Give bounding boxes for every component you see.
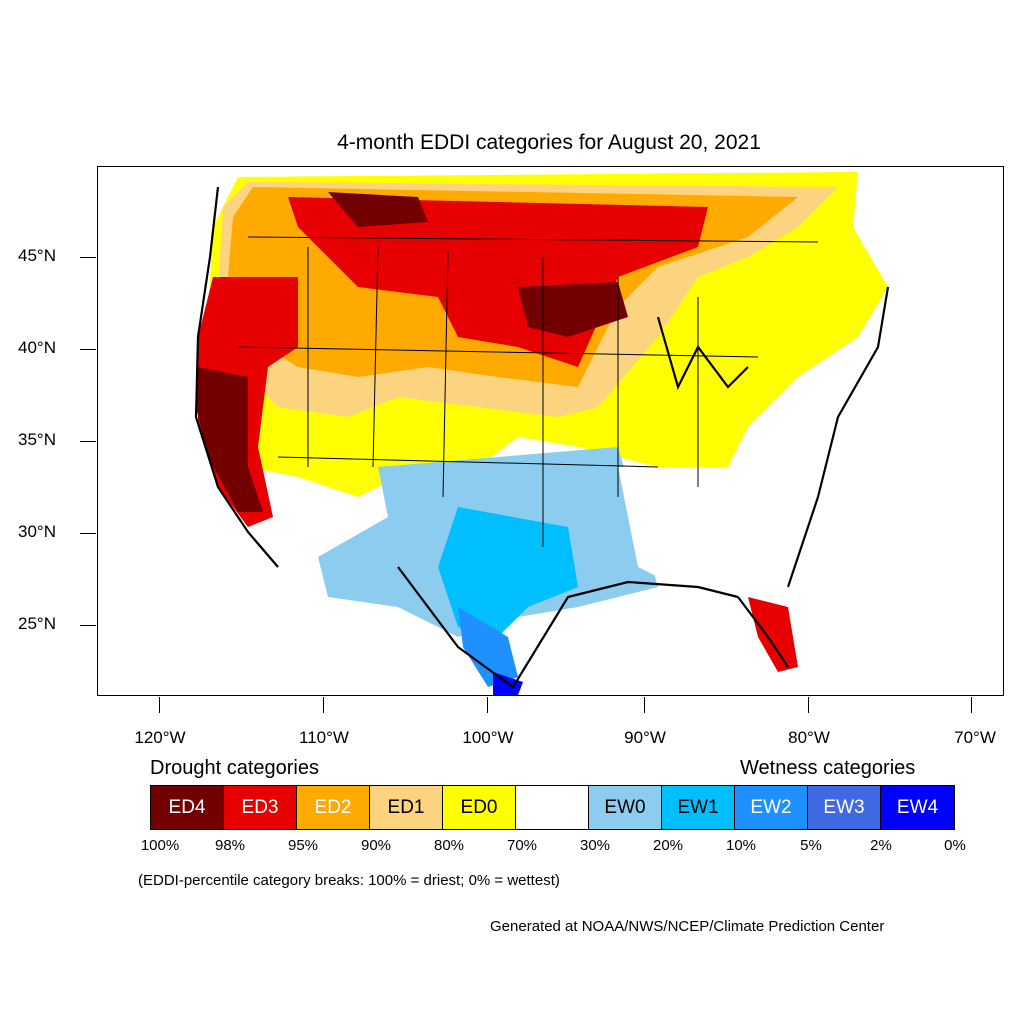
lon-label-100: 100°W <box>462 728 514 747</box>
lat-tick-25 <box>80 625 96 626</box>
legend-swatch-ew1: EW1 <box>662 786 735 829</box>
legend-swatch-ed3: ED3 <box>224 786 297 829</box>
region-ew2 <box>458 607 518 687</box>
category-legend: ED4 ED3 ED2 ED1 ED0 EW0 EW1 EW2 EW3 EW4 <box>150 785 955 830</box>
region-ew1 <box>438 507 578 637</box>
lon-label-90: 90°W <box>624 728 666 747</box>
lon-tick-70 <box>971 697 972 713</box>
lon-tick-110 <box>323 697 324 713</box>
region-normal-southeast <box>618 467 818 597</box>
map-title: 4-month EDDI categories for August 20, 2… <box>337 131 761 154</box>
percentile-break: 2% <box>870 837 892 854</box>
percentile-break: 90% <box>360 837 392 854</box>
lon-tick-120 <box>159 697 160 713</box>
percentile-break: 30% <box>579 837 611 854</box>
eddi-map <box>97 166 1004 696</box>
state-boundaries <box>237 236 819 547</box>
legend-swatch-ew3: EW3 <box>808 786 881 829</box>
legend-swatch-ew2: EW2 <box>735 786 808 829</box>
lat-tick-40 <box>80 349 96 350</box>
legend-swatch-ew0: EW0 <box>589 786 662 829</box>
legend-swatch-ed0: ED0 <box>443 786 516 829</box>
legend-swatch-ed4: ED4 <box>151 786 224 829</box>
lon-label-70: 70°W <box>954 728 996 747</box>
percentile-break: 100% <box>140 837 180 854</box>
lat-label-25: 25°N <box>18 614 56 633</box>
lat-tick-30 <box>80 533 96 534</box>
lon-label-120: 120°W <box>134 728 186 747</box>
region-ed3-north <box>288 197 708 367</box>
lon-tick-80 <box>808 697 809 713</box>
percentile-break: 80% <box>433 837 465 854</box>
lat-tick-45 <box>80 257 96 258</box>
credit-line: Generated at NOAA/NWS/NCEP/Climate Predi… <box>490 918 885 935</box>
lat-tick-35 <box>80 441 96 442</box>
drought-heading: Drought categories <box>150 757 319 779</box>
lon-label-110: 110°W <box>299 728 349 747</box>
percentile-break: 20% <box>652 837 684 854</box>
legend-swatch-normal <box>516 786 589 829</box>
region-ed4-west <box>196 367 263 512</box>
lon-label-80: 80°W <box>788 728 830 747</box>
percentile-break: 10% <box>725 837 757 854</box>
legend-swatch-ew4: EW4 <box>881 786 954 829</box>
lat-label-45: 45°N <box>18 246 56 265</box>
percentile-break: 0% <box>944 837 966 854</box>
legend-swatch-ed1: ED1 <box>370 786 443 829</box>
lat-label-40: 40°N <box>18 338 56 357</box>
region-florida-dry <box>748 597 798 672</box>
coastlines <box>194 186 890 688</box>
lat-label-35: 35°N <box>18 430 56 449</box>
percentile-break: 70% <box>506 837 538 854</box>
percentile-break: 98% <box>214 837 246 854</box>
lon-tick-90 <box>644 697 645 713</box>
percentile-break: 95% <box>287 837 319 854</box>
legend-swatch-ed2: ED2 <box>297 786 370 829</box>
lat-label-30: 30°N <box>18 522 56 541</box>
category-note: (EDDI-percentile category breaks: 100% =… <box>138 872 560 889</box>
lon-tick-100 <box>487 697 488 713</box>
eddi-map-canvas <box>193 172 890 695</box>
wetness-heading: Wetness categories <box>740 757 916 779</box>
percentile-break: 5% <box>800 837 822 854</box>
region-ed4-plains <box>518 282 628 337</box>
region-ed4-north <box>328 192 428 227</box>
